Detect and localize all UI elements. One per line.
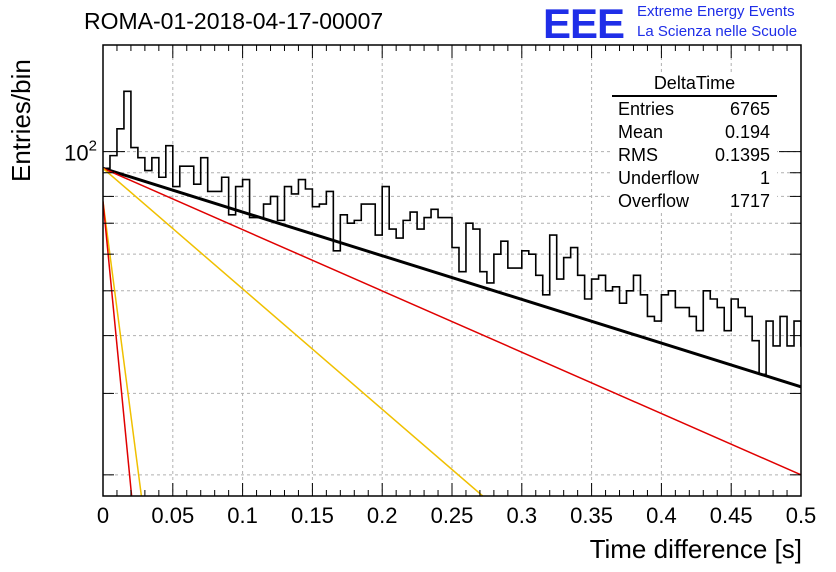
stats-label: Underflow (618, 168, 700, 188)
stats-value: 0.194 (724, 122, 770, 142)
stats-value: 6765 (729, 99, 770, 119)
stats-value: 1 (759, 168, 770, 188)
histogram-steps (103, 90, 801, 376)
fit-line (103, 166, 801, 389)
stats-label: Overflow (618, 191, 690, 211)
x-tick-label: 0.15 (291, 503, 334, 528)
stats-box: DeltaTime Entries 6765 Mean 0.194 RMS 0.139… (612, 72, 777, 213)
x-tick-label: 0.4 (646, 503, 677, 528)
fit-line (103, 201, 143, 496)
x-tick-label: 0 (97, 503, 109, 528)
x-tick-label: 0.35 (570, 503, 613, 528)
stats-row: Overflow 1717 (612, 190, 777, 213)
x-axis-label: Time difference [s] (589, 534, 802, 564)
stats-label: RMS (618, 145, 658, 165)
x-tick-label: 0.1 (227, 503, 258, 528)
logo-line-2: La Scienza nelle Scuole (637, 23, 798, 40)
stats-row: Entries 6765 (612, 98, 777, 121)
stats-row: RMS 0.1395 (612, 144, 777, 167)
fit-line (103, 201, 133, 496)
x-tick-label: 0.05 (151, 503, 194, 528)
stats-label: Entries (618, 99, 675, 119)
fit-line (103, 167, 801, 476)
x-tick-label: 0.2 (367, 503, 398, 528)
stats-row: Underflow 1 (612, 167, 777, 190)
stats-title: DeltaTime (612, 72, 777, 97)
stats-value: 0.1395 (714, 145, 770, 165)
x-tick-label: 0.3 (507, 503, 538, 528)
x-tick-label: 0.25 (431, 503, 474, 528)
y-axis-label: Entries/bin (6, 59, 36, 182)
logo-line-1: Extreme Energy Events (637, 3, 795, 20)
x-tick-label: 0.45 (710, 503, 753, 528)
y-tick-label: 102 (64, 138, 97, 166)
eee-logo: EEE (543, 0, 625, 47)
stats-value: 1717 (729, 191, 770, 211)
fit-line (103, 167, 484, 496)
x-tick-label: 0.5 (786, 503, 817, 528)
stats-label: Mean (618, 122, 664, 142)
chart-title: ROMA-01-2018-04-17-00007 (84, 8, 384, 34)
stats-row: Mean 0.194 (612, 121, 777, 144)
